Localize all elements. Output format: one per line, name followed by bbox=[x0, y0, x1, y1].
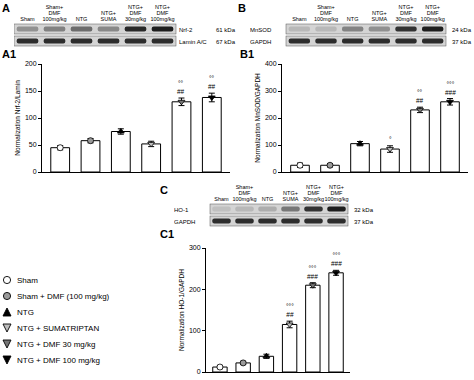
svg-text:30mg/kg: 30mg/kg bbox=[395, 16, 416, 22]
html-text:B: B bbox=[238, 2, 246, 14]
svg-text:DMF: DMF bbox=[330, 190, 343, 196]
svg-text:°°°##: °°°## bbox=[286, 303, 294, 318]
html-text:A: A bbox=[2, 2, 10, 14]
svg-text:NTG+: NTG+ bbox=[155, 4, 170, 10]
svg-text:Sham+: Sham+ bbox=[235, 184, 254, 190]
svg-text:NTG: NTG bbox=[262, 196, 274, 202]
svg-text:Normalization Nrf-2/Lamin: Normalization Nrf-2/Lamin bbox=[14, 80, 21, 156]
svg-text:61 kDa: 61 kDa bbox=[216, 27, 236, 33]
svg-text:°°°###: °°°### bbox=[331, 252, 342, 267]
svg-text:Sham+: Sham+ bbox=[317, 4, 335, 10]
svg-text:NTG+: NTG+ bbox=[398, 4, 414, 10]
svg-text:NTG: NTG bbox=[347, 16, 359, 22]
svg-text:50: 50 bbox=[29, 141, 37, 148]
svg-text:200: 200 bbox=[25, 60, 37, 67]
html-text:NTG + DMF 100 mg/kg: NTG + DMF 100 mg/kg bbox=[17, 355, 100, 365]
svg-text:200: 200 bbox=[189, 286, 201, 293]
svg-text:DMF: DMF bbox=[426, 10, 439, 16]
svg-text:0: 0 bbox=[197, 368, 201, 375]
svg-text:Sham+: Sham+ bbox=[45, 4, 64, 10]
svg-text:°°##: °°## bbox=[177, 80, 185, 95]
html-text:NTG + SUMATRIPTAN: NTG + SUMATRIPTAN bbox=[17, 323, 100, 333]
svg-text:GAPDH: GAPDH bbox=[174, 219, 195, 225]
svg-text:0: 0 bbox=[33, 168, 37, 175]
svg-text:NTG+: NTG+ bbox=[306, 184, 321, 190]
svg-text:100mg/kg: 100mg/kg bbox=[324, 196, 348, 202]
html-text:Sham + DMF (100 mg/kg): Sham + DMF (100 mg/kg) bbox=[17, 291, 110, 301]
svg-text:GAPDH: GAPDH bbox=[250, 39, 271, 45]
svg-text:100mg/kg: 100mg/kg bbox=[314, 16, 338, 22]
svg-text:DMF: DMF bbox=[156, 10, 169, 16]
svg-text:30mg/kg: 30mg/kg bbox=[125, 16, 146, 22]
svg-text:67 kDa: 67 kDa bbox=[216, 39, 236, 45]
svg-text:°: ° bbox=[389, 136, 392, 143]
svg-text:150: 150 bbox=[25, 87, 37, 94]
svg-text:NTG+: NTG+ bbox=[101, 10, 116, 16]
svg-text:DMF: DMF bbox=[129, 10, 142, 16]
svg-text:SUMA: SUMA bbox=[283, 196, 299, 202]
svg-text:MnSOD: MnSOD bbox=[250, 27, 272, 33]
svg-text:Sham: Sham bbox=[214, 196, 229, 202]
svg-text:DMF: DMF bbox=[48, 10, 61, 16]
svg-text:DMF: DMF bbox=[320, 10, 332, 16]
svg-text:100mg/kg: 100mg/kg bbox=[421, 16, 445, 22]
svg-text:SUMA: SUMA bbox=[371, 16, 387, 22]
svg-text:Normalization MnSOD/GAPDH: Normalization MnSOD/GAPDH bbox=[254, 73, 261, 163]
svg-text:37 kDa: 37 kDa bbox=[452, 39, 472, 45]
svg-text:100: 100 bbox=[265, 141, 277, 148]
svg-text:400: 400 bbox=[265, 60, 277, 67]
html-text:C: C bbox=[160, 184, 168, 196]
svg-text:Sham: Sham bbox=[20, 16, 35, 22]
svg-text:Sham: Sham bbox=[292, 16, 307, 22]
svg-text:NTG+: NTG+ bbox=[283, 190, 298, 196]
svg-text:300: 300 bbox=[189, 244, 201, 251]
svg-text:DMF: DMF bbox=[307, 190, 320, 196]
svg-text:32 kDa: 32 kDa bbox=[354, 207, 374, 213]
svg-text:DMF: DMF bbox=[400, 10, 412, 16]
svg-text:NTG+: NTG+ bbox=[329, 184, 344, 190]
svg-text:100mg/kg: 100mg/kg bbox=[232, 196, 256, 202]
svg-text:200: 200 bbox=[265, 114, 277, 121]
svg-text:0: 0 bbox=[273, 168, 277, 175]
svg-text:NTG: NTG bbox=[76, 16, 88, 22]
svg-text:NTG+: NTG+ bbox=[128, 4, 143, 10]
svg-text:SUMA: SUMA bbox=[101, 16, 117, 22]
svg-text:24 kDa: 24 kDa bbox=[452, 27, 472, 33]
svg-text:300: 300 bbox=[265, 87, 277, 94]
svg-text:°°##: °°## bbox=[416, 89, 424, 104]
svg-text:NTG+: NTG+ bbox=[425, 4, 441, 10]
svg-text:°°°###: °°°### bbox=[307, 265, 318, 280]
svg-text:30mg/kg: 30mg/kg bbox=[303, 196, 324, 202]
html-text:Sham: Sham bbox=[17, 275, 38, 285]
svg-text:Lamin A/C: Lamin A/C bbox=[179, 39, 207, 45]
html-text:A1: A1 bbox=[2, 48, 17, 60]
svg-text:100mg/kg: 100mg/kg bbox=[42, 16, 66, 22]
svg-text:NTG+: NTG+ bbox=[371, 10, 387, 16]
html-text:C1: C1 bbox=[160, 228, 175, 240]
svg-text:DMF: DMF bbox=[238, 190, 251, 196]
svg-text:HO-1: HO-1 bbox=[174, 207, 189, 213]
svg-text:100: 100 bbox=[25, 114, 37, 121]
html-text:NTG + DMF 30 mg/kg: NTG + DMF 30 mg/kg bbox=[17, 339, 96, 349]
html-text:NTG: NTG bbox=[17, 307, 34, 317]
html-text:B1: B1 bbox=[240, 48, 255, 60]
svg-text:Normalization HO-1/GAPDH: Normalization HO-1/GAPDH bbox=[178, 269, 185, 351]
svg-text:°°°###: °°°### bbox=[445, 81, 456, 96]
svg-text:100: 100 bbox=[189, 327, 201, 334]
svg-text:Nrf-2: Nrf-2 bbox=[179, 27, 193, 33]
svg-text:100mg/kg: 100mg/kg bbox=[150, 16, 174, 22]
svg-text:°°##: °°## bbox=[208, 75, 216, 90]
svg-text:37 kDa: 37 kDa bbox=[354, 219, 374, 225]
